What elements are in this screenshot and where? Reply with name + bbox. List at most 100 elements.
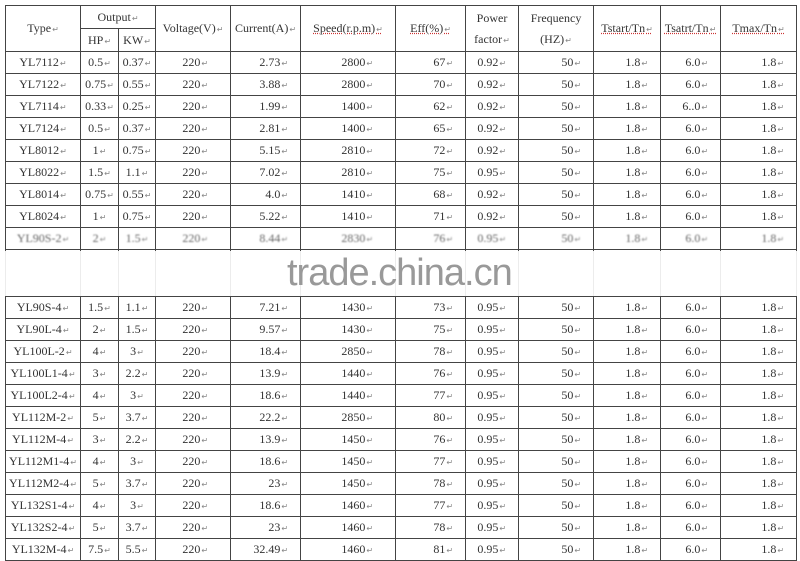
cell-tstart: 1.8 (593, 227, 662, 250)
cell-power-factor: 0.95 (465, 406, 520, 429)
cell-eff: 78 (395, 472, 467, 495)
cell-voltage: 220 (155, 450, 232, 473)
cell-tmax: 1.8 (720, 516, 798, 539)
cell-eff: 71 (395, 205, 467, 228)
header-power-factor: Power factor (465, 5, 520, 52)
cell-speed: 1400 (300, 117, 397, 140)
cell-eff: 80 (395, 406, 467, 429)
cell-type: YL8014 (5, 183, 81, 206)
cell-type: YL112M2-4 (5, 472, 81, 495)
cell-kw: 0.75 (117, 139, 157, 162)
cell-kw: 0.55 (117, 183, 157, 206)
cell-tstart: 1.8 (593, 538, 662, 561)
cell-voltage: 220 (155, 340, 232, 363)
cell-voltage: 220 (155, 362, 232, 385)
cell-frequency: 50 (518, 117, 595, 140)
cell-eff: 72 (395, 139, 467, 162)
cell-tsatrt: 6.0 (660, 494, 722, 517)
cell-frequency: 50 (518, 51, 595, 74)
cell-current: 23 (230, 516, 302, 539)
header-kw: KW (117, 28, 157, 52)
cell-tmax: 1.8 (720, 227, 798, 250)
cell-frequency: 50 (518, 227, 595, 250)
cell-kw: 1.1 (117, 161, 157, 184)
cell-kw: 3 (117, 450, 157, 473)
table-row: YL112M1-44322018.61450770.95501.86.01.8 (5, 450, 798, 473)
cell-power-factor: 0.92 (465, 95, 520, 118)
cell-tsatrt: 6.0 (660, 161, 722, 184)
cell-tmax: 1.8 (720, 494, 798, 517)
cell-voltage: 220 (155, 384, 232, 407)
table-row: YL132S2-453.7220231460780.95501.86.01.8 (5, 516, 798, 539)
cell-speed: 1440 (300, 362, 397, 385)
cell-tstart: 1.8 (593, 161, 662, 184)
cell-current: 7.21 (230, 296, 302, 319)
cell-power-factor: 0.95 (465, 516, 520, 539)
cell-power-factor: 0.95 (465, 227, 520, 250)
cell-frequency: 50 (518, 516, 595, 539)
cell-tsatrt: 6.0 (660, 117, 722, 140)
cell-hp: 0.75 (80, 73, 119, 96)
cell-eff: 78 (395, 340, 467, 363)
cell-speed: 2810 (300, 139, 397, 162)
cell-kw: 3 (117, 340, 157, 363)
cell-hp: 0.5 (80, 117, 119, 140)
cell-hp: 4 (80, 494, 119, 517)
cell-tstart: 1.8 (593, 428, 662, 451)
header-tstart: Tstart/Tn (593, 5, 662, 52)
cell-kw: 3.7 (117, 516, 157, 539)
cell-tsatrt: 6.0 (660, 538, 722, 561)
cell-power-factor: 0.92 (465, 73, 520, 96)
cell-current: 7.02 (230, 161, 302, 184)
cell-speed: 1410 (300, 205, 397, 228)
cell-power-factor: 0.95 (465, 538, 520, 561)
cell-current: 2.81 (230, 117, 302, 140)
watermark: trade.china.cn (287, 252, 513, 294)
table-row: YL801210.752205.152810720.92501.86.01.8 (5, 139, 798, 162)
cell-type: YL7114 (5, 95, 81, 118)
cell-frequency: 50 (518, 95, 595, 118)
cell-kw: 1.5 (117, 318, 157, 341)
cell-current: 3.88 (230, 73, 302, 96)
cell-power-factor: 0.95 (465, 494, 520, 517)
cell-eff: 77 (395, 494, 467, 517)
cell-tsatrt: 6.0 (660, 406, 722, 429)
table-row: YL100L-24322018.42850780.95501.86.01.8 (5, 340, 798, 363)
header-tsatrt: Tsatrt/Tn (660, 5, 722, 52)
cell-eff: 68 (395, 183, 467, 206)
cell-eff: 75 (395, 161, 467, 184)
cell-speed: 1430 (300, 318, 397, 341)
cell-kw: 2.2 (117, 428, 157, 451)
cell-tmax: 1.8 (720, 51, 798, 74)
cell-frequency: 50 (518, 296, 595, 319)
cell-kw: 1.1 (117, 296, 157, 319)
cell-hp: 1.5 (80, 296, 119, 319)
cell-hp: 0.75 (80, 183, 119, 206)
cell-tsatrt: 6.0 (660, 139, 722, 162)
cell-speed: 2800 (300, 73, 397, 96)
cell-power-factor: 0.92 (465, 117, 520, 140)
table-row: YL80140.750.552204.01410680.92501.86.01.… (5, 183, 798, 206)
cell-hp: 5 (80, 472, 119, 495)
cell-frequency: 50 (518, 406, 595, 429)
cell-current: 4.0 (230, 183, 302, 206)
cell-hp: 5 (80, 406, 119, 429)
cell-type: YL90S-4 (5, 296, 81, 319)
cell-tstart: 1.8 (593, 117, 662, 140)
cell-type: YL112M-2 (5, 406, 81, 429)
table-row: YL132S1-44322018.61460770.95501.86.01.8 (5, 494, 798, 517)
cell-type: YL7124 (5, 117, 81, 140)
cell-speed: 2850 (300, 340, 397, 363)
cell-tmax: 1.8 (720, 472, 798, 495)
cell-current: 32.49 (230, 538, 302, 561)
cell-kw: 0.37 (117, 51, 157, 74)
header-frequency-line2: (HZ) (520, 32, 593, 47)
cell-voltage: 220 (155, 205, 232, 228)
cell-tsatrt: 6..0 (660, 95, 722, 118)
cell-type: YL112M1-4 (5, 450, 81, 473)
cell-tmax: 1.8 (720, 428, 798, 451)
header-current: Current(A) (230, 5, 302, 52)
cell-speed: 1440 (300, 384, 397, 407)
cell-eff: 75 (395, 318, 467, 341)
cell-eff: 65 (395, 117, 467, 140)
